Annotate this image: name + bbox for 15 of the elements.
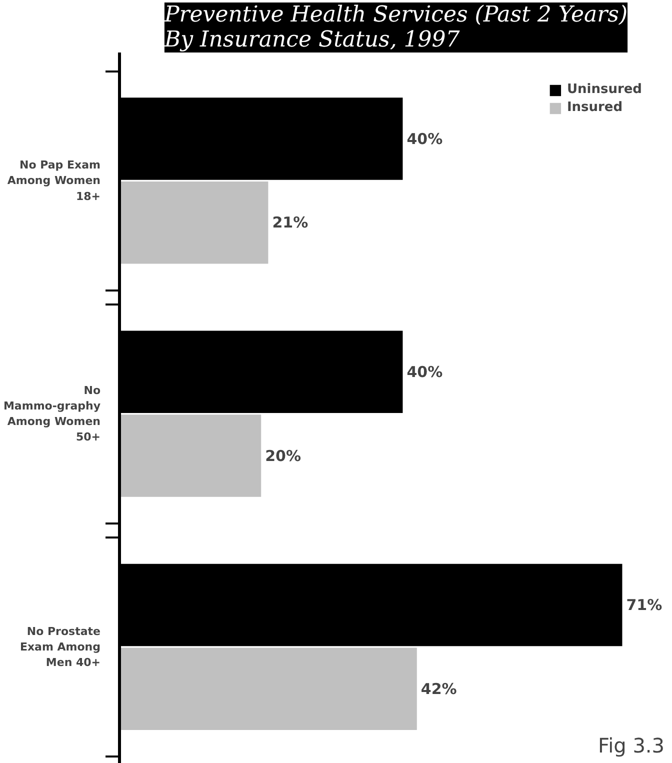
bar	[120, 648, 417, 730]
annotation: Fig 3.3	[598, 734, 665, 758]
legend-label: Insured	[566, 100, 623, 115]
bar	[120, 414, 262, 497]
data-label: 21%	[272, 214, 308, 232]
y-tick-label: No Mammo-graphy Among Women 50+	[3, 384, 101, 444]
data-label: 40%	[406, 362, 443, 381]
y-tick-label: No Pap Exam Among Women 18+	[7, 158, 101, 203]
data-label: 71%	[626, 596, 662, 614]
legend-label: Uninsured	[566, 82, 642, 97]
y-tick-label: No Prostate Exam Among Men 40+	[20, 624, 101, 670]
data-label: 42%	[420, 680, 457, 698]
data-label: 40%	[406, 130, 443, 148]
data-label: 20%	[265, 446, 302, 465]
bar	[120, 182, 268, 264]
